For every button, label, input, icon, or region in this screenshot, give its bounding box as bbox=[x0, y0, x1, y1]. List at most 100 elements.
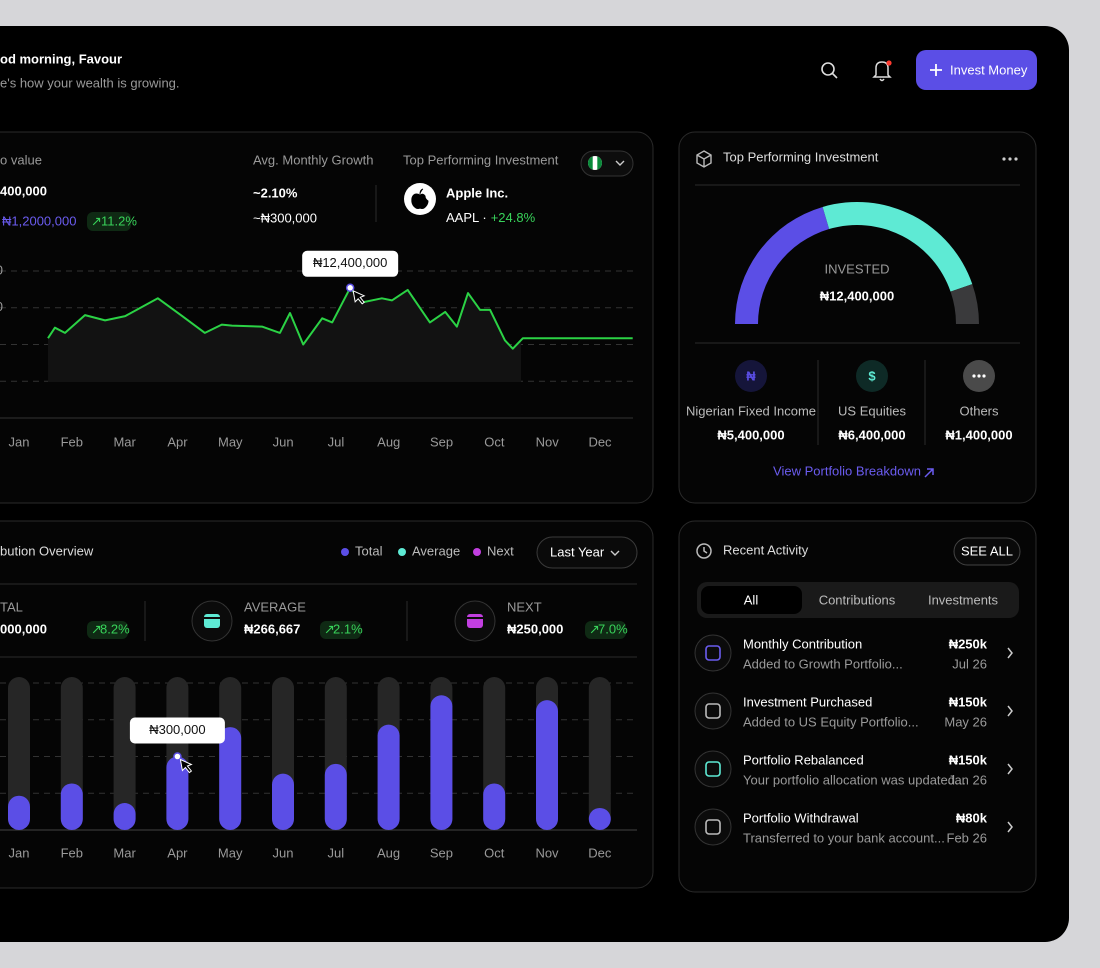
country-dropdown[interactable] bbox=[580, 150, 634, 177]
bar bbox=[588, 807, 611, 830]
x-tick-label: Apr bbox=[167, 434, 188, 449]
category-value: ₦6,400,000 bbox=[838, 427, 905, 442]
calendar-icon bbox=[191, 600, 233, 642]
stat-label: NEXT bbox=[507, 599, 542, 614]
chevron[interactable] bbox=[1007, 647, 1013, 659]
top-name: Apple Inc. bbox=[446, 185, 508, 200]
activity-subtitle: Your portfolio allocation was updated... bbox=[743, 772, 966, 787]
invest-button[interactable]: Invest Money bbox=[916, 50, 1037, 90]
x-tick-label: Oct bbox=[484, 845, 505, 860]
gauge-segment bbox=[735, 206, 830, 324]
ticker: AAPL · bbox=[446, 210, 487, 225]
category-value: ₦5,400,000 bbox=[717, 427, 784, 442]
stat-label: AVERAGE bbox=[244, 599, 306, 614]
category-value: ₦1,400,000 bbox=[945, 427, 1012, 442]
stat-value: 000,000 bbox=[0, 621, 47, 636]
card-title: Top Performing Investment bbox=[723, 149, 879, 164]
button-label: Invest Money bbox=[950, 62, 1028, 77]
x-tick-label: Mar bbox=[113, 434, 136, 449]
badge-arrow: ↗ bbox=[91, 621, 102, 636]
more-button[interactable] bbox=[1002, 157, 1018, 161]
activity-subtitle: Added to Growth Portfolio... bbox=[743, 656, 903, 671]
activity-title: Portfolio Rebalanced bbox=[743, 752, 864, 767]
greeting: od morning, Favour bbox=[0, 51, 122, 66]
period-dropdown[interactable]: Last Year bbox=[536, 536, 638, 569]
x-tick-label: Dec bbox=[588, 845, 612, 860]
activity-glyph bbox=[705, 645, 721, 661]
x-tick-label: May bbox=[218, 434, 243, 449]
x-tick-label: Nov bbox=[535, 845, 559, 860]
badge-text: 8.2% bbox=[100, 621, 130, 636]
cursor bbox=[179, 758, 193, 774]
category-icon bbox=[856, 360, 888, 392]
icon-glyph: $ bbox=[868, 368, 876, 383]
change-badge bbox=[87, 212, 131, 231]
tooltip-text: ₦300,000 bbox=[149, 722, 205, 737]
activity-subtitle: Transferred to your bank account... bbox=[743, 830, 945, 845]
portfolio-target: ₦1,2000,000 bbox=[2, 213, 76, 228]
x-tick-label: Jul bbox=[328, 434, 345, 449]
x-tick-label: Nov bbox=[536, 434, 560, 449]
activity-icon bbox=[694, 692, 732, 730]
card-title: Recent Activity bbox=[723, 542, 809, 557]
activity-title: Monthly Contribution bbox=[743, 636, 862, 651]
highlight-point bbox=[173, 752, 182, 761]
bar bbox=[219, 727, 242, 830]
category-label: Others bbox=[959, 403, 999, 418]
badge-text: 7.0% bbox=[598, 621, 628, 636]
gauge-value: ₦12,400,000 bbox=[820, 288, 894, 303]
legend-label: Total bbox=[355, 543, 383, 558]
period: Last Year bbox=[550, 544, 605, 559]
stat-value: ₦266,667 bbox=[244, 621, 300, 636]
top-ticker-line: AAPL · +24.8% bbox=[446, 210, 536, 225]
bar bbox=[272, 773, 294, 830]
activity-amount: ₦80k bbox=[956, 810, 988, 825]
activity-icon bbox=[694, 750, 732, 788]
tab[interactable]: Investments bbox=[928, 592, 999, 607]
portfolio-card bbox=[0, 131, 654, 504]
tooltip bbox=[302, 250, 399, 277]
bar bbox=[324, 763, 347, 830]
chevron[interactable] bbox=[1007, 763, 1013, 775]
bar-track bbox=[8, 677, 30, 830]
stat-label: TAL bbox=[0, 599, 23, 614]
chevron[interactable] bbox=[1007, 821, 1013, 833]
bar bbox=[536, 700, 558, 830]
growth-amount: ~₦300,000 bbox=[253, 210, 317, 225]
category-label: Nigerian Fixed Income bbox=[686, 403, 816, 418]
top-label: Top Performing Investment bbox=[403, 152, 559, 167]
card-title: bution Overview bbox=[0, 543, 94, 558]
see-all-button[interactable]: SEE ALL bbox=[953, 537, 1021, 566]
bell-icon[interactable] bbox=[872, 60, 892, 82]
x-tick-label: Jun bbox=[273, 434, 294, 449]
area bbox=[48, 287, 521, 382]
see-all: SEE ALL bbox=[961, 543, 1013, 558]
bar-track bbox=[588, 677, 611, 830]
breakdown-link[interactable]: View Portfolio Breakdown bbox=[773, 463, 934, 478]
icon-dot bbox=[982, 374, 986, 378]
x-tick-label: Jan bbox=[9, 434, 30, 449]
badge-arrow: ↗ bbox=[324, 621, 335, 636]
calendar-next-icon bbox=[454, 600, 496, 642]
x-tick-label: Feb bbox=[61, 845, 83, 860]
activity-date: Jul 26 bbox=[952, 656, 987, 671]
icon-dot bbox=[972, 374, 976, 378]
activity-glyph bbox=[705, 819, 721, 835]
bar bbox=[60, 783, 83, 830]
tab[interactable]: Contributions bbox=[819, 592, 896, 607]
gauge-segment bbox=[822, 202, 973, 292]
badge-arrow: ↗ bbox=[91, 213, 102, 228]
search-icon[interactable] bbox=[821, 62, 838, 79]
bar-track bbox=[113, 677, 136, 830]
activity-title: Portfolio Withdrawal bbox=[743, 810, 859, 825]
chevron[interactable] bbox=[1007, 705, 1013, 717]
bar bbox=[430, 695, 453, 830]
badge-arrow: ↗ bbox=[589, 621, 600, 636]
x-tick-label: May bbox=[218, 845, 243, 860]
activity-date: Feb 26 bbox=[947, 830, 987, 845]
tab[interactable]: All bbox=[744, 592, 759, 607]
x-tick-label: Aug bbox=[377, 434, 400, 449]
x-tick-label: Oct bbox=[484, 434, 505, 449]
